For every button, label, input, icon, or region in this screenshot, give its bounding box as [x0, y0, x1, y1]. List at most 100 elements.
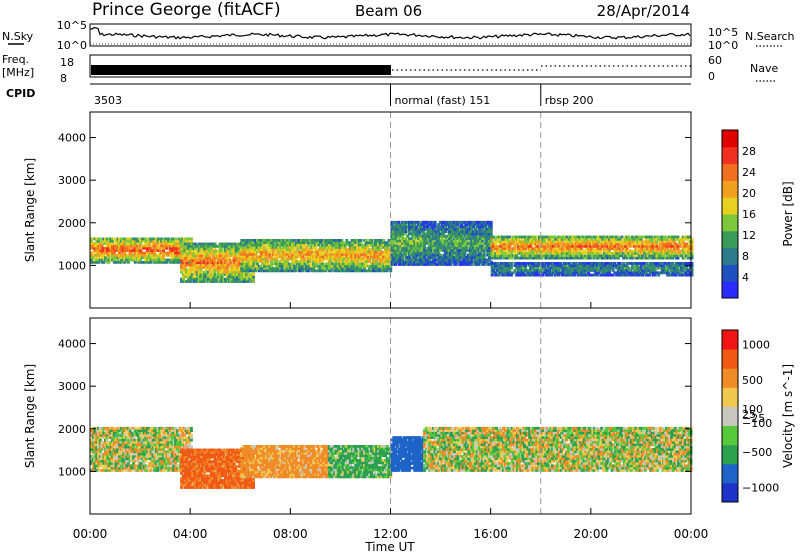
power-cell	[468, 227, 472, 231]
power-cell	[114, 242, 118, 245]
power-cell	[248, 273, 252, 276]
power-cell	[590, 237, 594, 241]
power-cell	[634, 262, 638, 265]
power-cell	[275, 255, 279, 259]
power-cell	[494, 273, 498, 277]
power-cell	[209, 242, 213, 246]
power-cell	[130, 244, 134, 248]
power-cell	[604, 269, 608, 272]
power-cell	[133, 244, 137, 248]
power-cell	[303, 264, 307, 268]
power-cell	[348, 255, 352, 259]
power-cell	[111, 244, 114, 248]
power-cell	[489, 230, 493, 233]
power-cell	[359, 253, 363, 256]
power-cell	[541, 271, 545, 275]
power-cell	[167, 251, 171, 255]
power-cell	[435, 246, 439, 250]
power-cell	[559, 240, 562, 244]
power-cell	[165, 244, 169, 248]
power-cell	[508, 256, 512, 260]
power-cell	[604, 252, 608, 255]
power-cell	[687, 244, 690, 248]
power-cell	[573, 244, 577, 248]
power-cell	[486, 223, 490, 226]
power-cell	[613, 247, 617, 251]
power-cell	[423, 246, 427, 250]
power-cell	[637, 271, 641, 275]
power-cell	[243, 273, 247, 276]
power-cell	[616, 269, 620, 272]
power-cell	[461, 253, 465, 257]
power-cell	[395, 253, 399, 257]
power-cell	[465, 225, 469, 229]
power-cell	[578, 271, 582, 275]
power-cell	[268, 253, 272, 256]
power-cell	[319, 257, 323, 261]
power-cell	[102, 242, 106, 245]
power-cell	[312, 262, 316, 266]
power-cell	[490, 235, 494, 239]
power-cell	[520, 237, 524, 241]
power-cell	[301, 260, 305, 263]
power-cell	[657, 247, 661, 251]
power-cell	[685, 273, 689, 277]
power-cell	[518, 273, 522, 277]
power-cell	[340, 250, 344, 254]
power-cell	[268, 241, 272, 245]
power-cell	[361, 253, 365, 256]
power-cell	[667, 254, 671, 258]
power-cell	[522, 244, 526, 248]
power-cell	[319, 269, 323, 273]
power-cell	[518, 252, 522, 255]
power-cell	[423, 256, 427, 259]
velocity-cell	[91, 462, 95, 465]
power-cell	[111, 249, 114, 252]
power-cell	[559, 256, 562, 260]
power-cell	[657, 262, 661, 265]
power-cell	[472, 220, 476, 224]
power-cell	[531, 273, 534, 277]
power-cell	[447, 227, 451, 231]
power-cell	[573, 235, 577, 239]
power-cell	[313, 239, 317, 242]
power-cell	[354, 255, 358, 259]
power-cell	[426, 220, 430, 224]
power-cell	[466, 227, 470, 231]
power-cell	[468, 249, 472, 252]
power-cell	[194, 263, 198, 267]
velocity-cell	[100, 457, 104, 461]
power-cell	[595, 252, 599, 255]
power-cell	[548, 266, 552, 270]
power-cell	[548, 252, 552, 255]
power-cell	[623, 269, 627, 272]
power-cell	[468, 223, 472, 226]
power-cell	[585, 269, 589, 272]
power-cell	[331, 246, 335, 249]
power-cell	[651, 269, 655, 272]
power-cell	[550, 266, 554, 270]
power-cell	[236, 242, 240, 246]
power-cell	[370, 241, 373, 245]
power-cell	[451, 225, 455, 229]
power-cell	[282, 248, 286, 252]
power-cell	[426, 225, 430, 229]
power-cell	[109, 249, 113, 252]
power-cell	[154, 242, 158, 245]
power-cell	[234, 263, 238, 267]
power-cell	[147, 251, 151, 255]
power-cell	[154, 249, 158, 252]
power-cell	[188, 263, 192, 267]
power-cell	[634, 244, 638, 248]
power-cell	[573, 262, 577, 265]
power-cell	[247, 253, 251, 256]
power-cell	[206, 266, 210, 269]
power-cell	[299, 243, 303, 247]
power-cell	[299, 248, 303, 252]
power-cell	[229, 242, 233, 246]
power-cell	[380, 269, 384, 273]
power-cell	[104, 242, 107, 245]
power-cell	[475, 234, 479, 238]
power-cell	[348, 248, 352, 252]
power-cell	[646, 254, 650, 258]
